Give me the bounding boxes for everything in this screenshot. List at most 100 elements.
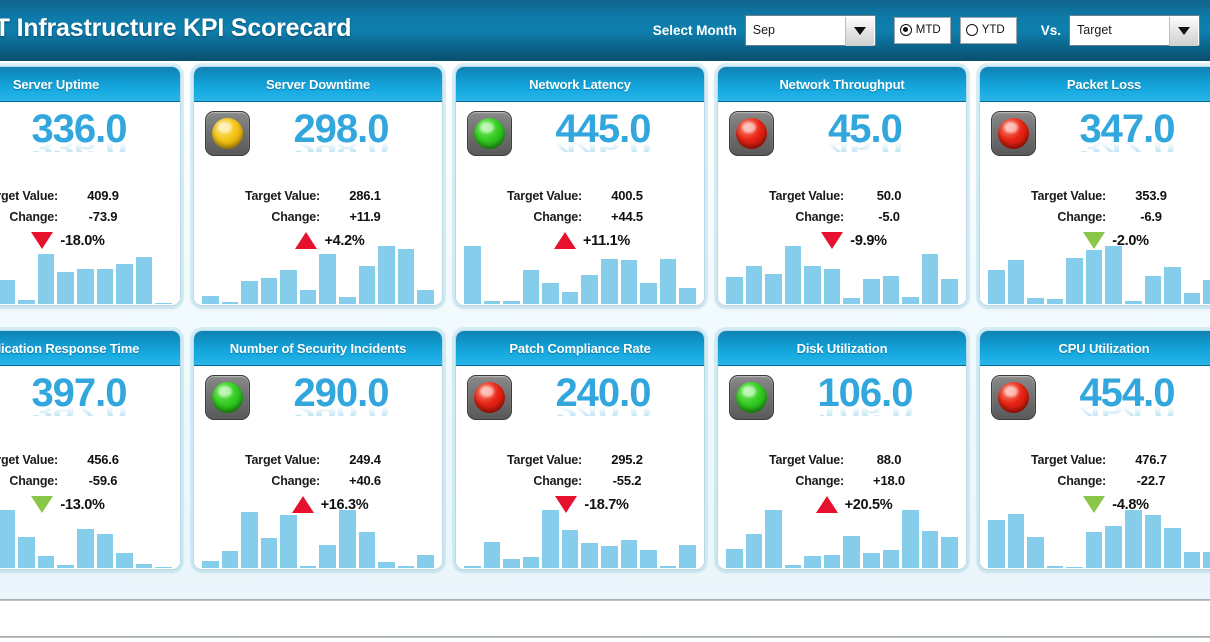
kpi-value-block: 347.0 347.0: [980, 106, 1210, 174]
kpi-card-body: 106.0 106.0 Target Value: 88.0 Change: +18.0 +…: [718, 366, 966, 569]
kpi-value: 445.0: [555, 107, 651, 151]
chevron-down-icon[interactable]: [1169, 16, 1198, 46]
sparkline-bar: [988, 270, 1005, 304]
sparkline-chart: [464, 242, 696, 304]
sparkline-bar: [1046, 566, 1064, 568]
sparkline-bar: [1085, 532, 1103, 568]
sparkline-bar: [765, 510, 782, 568]
target-value: 295.2: [611, 452, 643, 467]
delta-percent: -18.0%: [60, 232, 105, 249]
target-value-label: Target Value:: [769, 453, 844, 467]
metric-row: Target Value: 249.4: [194, 452, 442, 467]
sparkline-bar: [726, 549, 743, 568]
kpi-value-block: 45.0 45.0: [718, 106, 960, 174]
sparkline-bar: [561, 530, 579, 568]
delta-percent: -4.8%: [1112, 496, 1149, 513]
status-light-red-icon: [991, 375, 1036, 420]
sparkline-bar: [260, 278, 278, 304]
kpi-card[interactable]: Number of Security Incidents 290.0 290.0 Ta…: [193, 330, 443, 570]
sparkline-bar: [464, 566, 481, 568]
target-value: 50.0: [876, 188, 902, 203]
kpi-card[interactable]: Server Downtime 298.0 298.0 Target Value: 28…: [193, 66, 443, 306]
kpi-value-reflection: 336.0: [31, 139, 127, 152]
trend-arrow-down-icon: [31, 232, 54, 249]
kpi-card[interactable]: Network Latency 445.0 445.0 Target Value: 40…: [455, 66, 705, 306]
sparkline-bar: [77, 269, 94, 304]
kpi-value-reflection: 445.0: [555, 139, 651, 152]
metric-row: Change: +11.9: [194, 209, 442, 224]
sparkline-bar: [784, 246, 802, 304]
sparkline-bar: [620, 540, 638, 568]
sparkline-bar: [37, 254, 55, 304]
metric-row: Change: +44.5: [456, 209, 704, 224]
target-value: 400.5: [611, 188, 643, 203]
status-bulb: [736, 118, 767, 149]
kpi-card[interactable]: Patch Compliance Rate 240.0 240.0 Target Va…: [455, 330, 705, 570]
kpi-card[interactable]: Network Throughput 45.0 45.0 Target Value: 5…: [717, 66, 967, 306]
sparkline-bar: [483, 301, 501, 304]
metric-row: Target Value: 286.1: [194, 188, 442, 203]
sparkline-bar: [116, 264, 133, 304]
month-select[interactable]: Sep: [744, 14, 876, 46]
vs-select[interactable]: Target: [1069, 14, 1200, 46]
change-label: Change:: [533, 474, 582, 488]
sparkline-bar: [843, 536, 861, 568]
status-bulb: [212, 118, 243, 149]
sparkline-bar: [280, 515, 297, 568]
radio-ytd[interactable]: YTD: [959, 16, 1017, 44]
status-light-red-icon: [729, 111, 774, 156]
sparkline-bar: [1125, 301, 1142, 304]
sparkline-bar: [96, 534, 114, 568]
sparkline-bar: [1183, 293, 1201, 304]
kpi-card-title: Patch Compliance Rate: [456, 331, 704, 366]
kpi-value: 336.0: [31, 107, 127, 151]
metric-row: Change: -73.9: [0, 209, 180, 224]
delta-row: +11.1%: [456, 232, 704, 249]
sparkline-bar: [1046, 299, 1064, 304]
sparkline-bar: [1066, 258, 1083, 304]
chevron-down-icon[interactable]: [844, 16, 874, 46]
sparkline-bar: [241, 281, 258, 304]
delta-percent: -2.0%: [1112, 232, 1149, 249]
target-value: 249.4: [349, 452, 381, 467]
metric-row: Change: +40.6: [194, 473, 442, 488]
sparkline-bar: [1066, 567, 1083, 568]
kpi-value: 454.0: [1079, 371, 1175, 415]
sparkline-bar: [417, 290, 434, 304]
radio-mtd[interactable]: MTD: [893, 16, 951, 44]
sparkline-bar: [620, 260, 638, 304]
kpi-value-reflection: 454.0: [1079, 403, 1175, 416]
sparkline-bar: [765, 274, 782, 304]
sparkline-bar: [299, 566, 317, 568]
status-light-green-icon: [467, 111, 512, 156]
sparkline-chart: [988, 242, 1210, 304]
sparkline-bar: [823, 555, 841, 568]
divider-top: [0, 599, 1210, 601]
metric-row: Target Value: 295.2: [456, 452, 704, 467]
sparkline-bar: [37, 556, 55, 568]
sparkline-bar: [397, 249, 415, 304]
sparkline-bar: [1027, 537, 1044, 568]
kpi-card-title: Packet Loss: [980, 67, 1210, 102]
sparkline-bar: [561, 292, 579, 304]
status-bulb: [998, 118, 1029, 149]
kpi-card[interactable]: Packet Loss 347.0 347.0 Target Value: 353.9 C…: [979, 66, 1210, 306]
target-value: 88.0: [876, 452, 902, 467]
status-bulb: [474, 118, 505, 149]
kpi-value-reflection: 397.0: [31, 403, 127, 416]
delta-percent: +4.2%: [324, 232, 365, 249]
kpi-card[interactable]: CPU Utilization 454.0 454.0 Target Value: 47…: [979, 330, 1210, 570]
target-value-label: Target Value:: [507, 453, 582, 467]
radio-ytd-label: YTD: [981, 24, 1005, 36]
sparkline-bar: [221, 302, 239, 304]
target-value-label: Target Value:: [245, 189, 320, 203]
delta-percent: +11.1%: [583, 232, 630, 249]
sparkline-bar: [988, 520, 1005, 568]
metric-row: Change: -6.9: [980, 209, 1210, 224]
sparkline-bar: [902, 297, 919, 304]
kpi-value: 347.0: [1079, 107, 1175, 151]
delta-percent: -18.7%: [584, 496, 629, 513]
kpi-card[interactable]: Disk Utilization 106.0 106.0 Target Value: 8…: [717, 330, 967, 570]
